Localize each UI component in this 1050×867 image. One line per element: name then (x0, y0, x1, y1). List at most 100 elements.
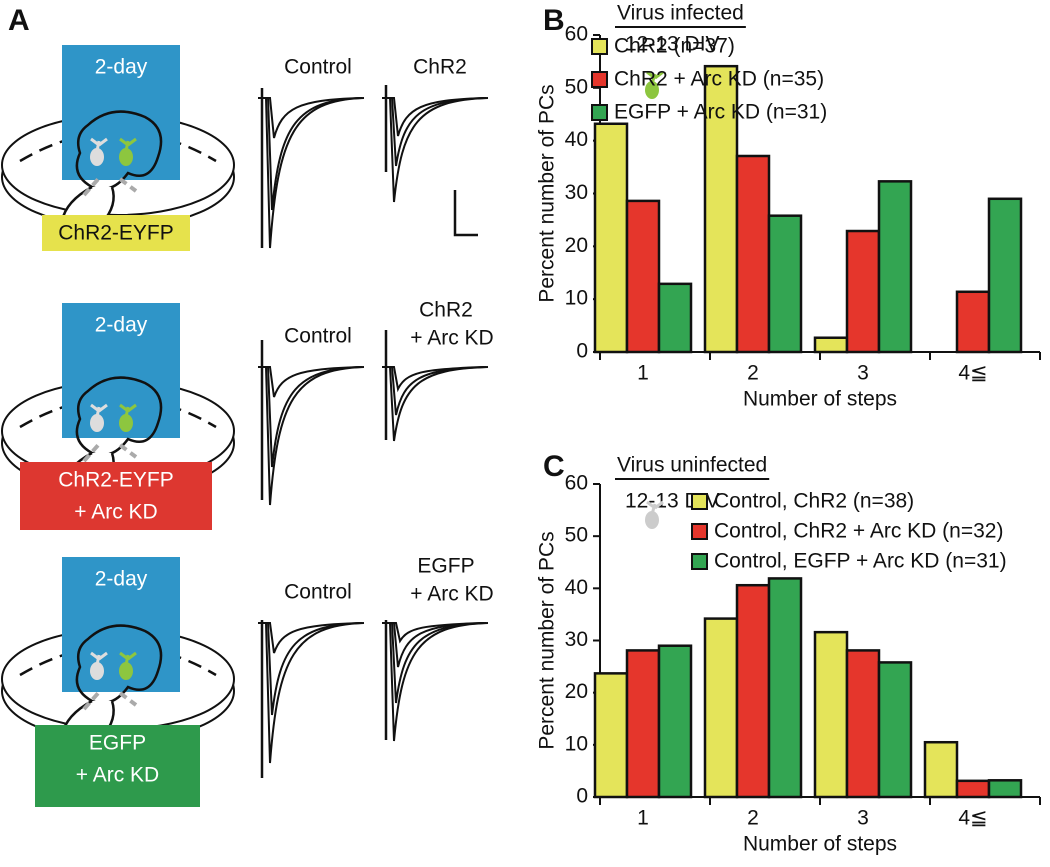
slice (75, 110, 163, 191)
bar (735, 154, 771, 354)
legend-label: ChR2 + Arc KD (n=35) (614, 68, 824, 91)
bar (767, 214, 803, 354)
neuron-soma (90, 414, 104, 432)
trace-label: Control (284, 581, 352, 604)
legend-swatch (691, 553, 708, 570)
neuron-soma (90, 148, 104, 166)
current-trace (260, 366, 363, 468)
x-tick-label: 1 (637, 807, 649, 830)
y-tick-label: 50 (565, 524, 588, 547)
y-tick-label: 0 (576, 785, 588, 808)
y-tick-label: 10 (565, 732, 588, 755)
neuron-dendrite (646, 70, 664, 85)
legend-swatch (591, 38, 608, 55)
neuron-soma (645, 81, 659, 99)
current-trace (262, 366, 361, 398)
bar (955, 779, 991, 799)
slice (75, 624, 163, 705)
neuron-soma (119, 414, 133, 432)
current-trace (388, 622, 483, 644)
condition-label: + Arc KD (74, 501, 157, 524)
legend-swatch (591, 104, 608, 121)
legend-label: Control, EGFP + Arc KD (n=31) (714, 550, 1007, 573)
current-trace (258, 97, 365, 249)
heading: Virus infected (617, 2, 744, 25)
trace-label: EGFP (417, 555, 474, 578)
slice (75, 376, 163, 457)
y-tick-label: 20 (565, 680, 588, 703)
trace-label: + Arc KD (410, 327, 493, 350)
slice-grey (82, 689, 138, 711)
y-tick-label: 40 (565, 128, 588, 151)
bar (767, 577, 803, 799)
bar (593, 122, 629, 354)
y-axis-label: Percent number of PCs (536, 531, 559, 749)
trace-label: Control (284, 56, 352, 79)
current-trace (258, 366, 365, 506)
scale-bar (453, 190, 478, 237)
current-trace (382, 366, 489, 442)
y-tick-label: 30 (565, 628, 588, 651)
current-trace (386, 366, 485, 393)
x-tick-label: 1 (637, 362, 649, 385)
heading: Virus uninfected (617, 454, 767, 477)
current-trace (386, 622, 485, 668)
current-trace (386, 97, 485, 137)
neuron-dendrite (646, 500, 664, 515)
y-tick-label: 20 (565, 234, 588, 257)
x-tick-label: 3 (857, 362, 869, 385)
y-tick-label: 40 (565, 576, 588, 599)
current-trace (262, 97, 361, 139)
bar (845, 649, 881, 799)
neuron-soma (90, 662, 104, 680)
current-trace (258, 622, 365, 764)
legend-swatch (691, 523, 708, 540)
bar (593, 672, 629, 799)
legend-label: Control, ChR2 + Arc KD (n=32) (714, 520, 1003, 543)
x-tick-label: 2 (747, 807, 759, 830)
x-tick-label: 3 (857, 807, 869, 830)
neuron-soma (119, 662, 133, 680)
y-tick-label: 60 (565, 472, 588, 495)
bar (735, 583, 771, 799)
bar (987, 779, 1023, 799)
neuron-soma (119, 148, 133, 166)
bar (813, 630, 849, 799)
dish-dash (19, 396, 217, 429)
trace-label: Control (284, 325, 352, 348)
slice-grey (82, 441, 138, 463)
legend-label: EGFP + Arc KD (n=31) (614, 101, 827, 124)
duration-label: 2-day (95, 568, 148, 591)
bar (987, 197, 1023, 354)
y-tick-label: 60 (565, 23, 588, 46)
current-trace (262, 622, 361, 654)
trace-label: ChR2 (413, 56, 467, 79)
bar (625, 649, 661, 799)
neuron-dendrite (119, 651, 137, 666)
x-axis-label: Number of steps (743, 833, 897, 856)
condition-label: ChR2-EYFP (58, 222, 174, 245)
dish-dash (19, 644, 217, 677)
legend-label: Control, ChR2 (n=38) (714, 490, 914, 513)
neuron-dendrite (90, 137, 108, 152)
legend-label: ChR2 (n=37) (614, 35, 735, 58)
panel-label: A (8, 4, 30, 37)
bar (657, 644, 693, 799)
condition-box (42, 215, 190, 251)
condition-label: EGFP (89, 732, 146, 755)
bar (657, 282, 693, 354)
trace-label: + Arc KD (410, 583, 493, 606)
y-axis-label: Percent number of PCs (536, 84, 559, 302)
bar (703, 617, 739, 799)
condition-label: ChR2-EYFP (58, 469, 174, 492)
bar (923, 740, 959, 799)
x-axis-label: Number of steps (743, 388, 897, 411)
x-tick-label: 4≦ (958, 807, 987, 830)
duration-label: 2-day (95, 56, 148, 79)
bar (703, 64, 739, 354)
bar (813, 336, 849, 354)
current-trace (382, 622, 489, 742)
y-tick-label: 10 (565, 287, 588, 310)
condition-label: + Arc KD (76, 764, 159, 787)
